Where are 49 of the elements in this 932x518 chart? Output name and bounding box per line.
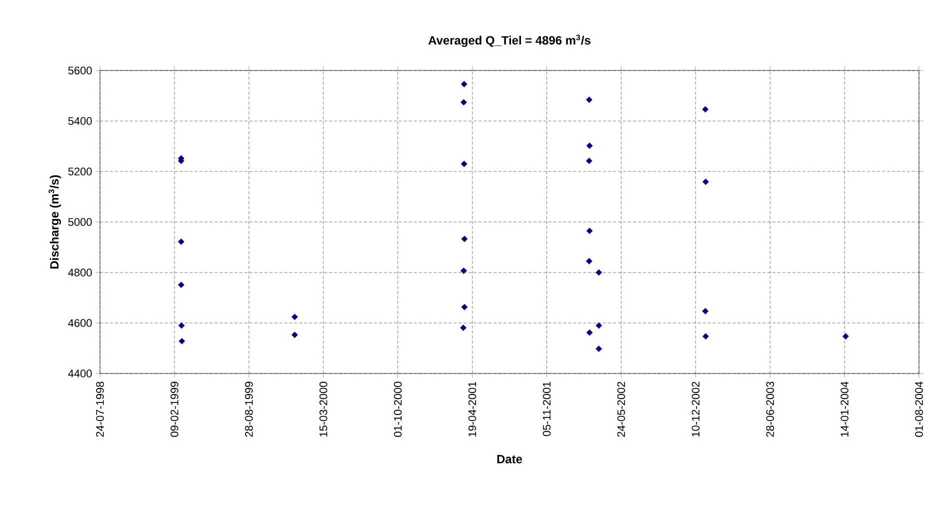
- y-tick-label: 5600: [68, 66, 92, 74]
- point: [291, 332, 298, 338]
- point: [702, 308, 709, 314]
- y-tick-label: 4400: [68, 370, 92, 378]
- point: [291, 314, 298, 320]
- point: [702, 333, 709, 340]
- point: [586, 96, 592, 103]
- x-tick-label: 14-01-2004: [840, 382, 848, 436]
- point: [178, 238, 184, 245]
- point: [586, 228, 593, 234]
- y-tick-label: 5400: [68, 117, 92, 125]
- point: [586, 142, 593, 149]
- point: [702, 106, 709, 113]
- point: [842, 333, 849, 340]
- point: [596, 346, 602, 352]
- y-tick-label: 5000: [68, 218, 92, 226]
- point: [460, 99, 467, 106]
- x-tick-label: 15-03-2000: [320, 382, 328, 436]
- point: [460, 160, 468, 168]
- x-tick-label: 24-05-2002: [617, 382, 626, 437]
- point: [460, 268, 467, 274]
- chart-title: Averaged Q_Tiel = 4896 m$^{3}$/s: [428, 34, 590, 47]
- y-tick-label: 5200: [68, 168, 92, 176]
- point: [178, 282, 184, 288]
- point: [460, 324, 467, 331]
- point: [702, 178, 709, 186]
- point: [461, 236, 468, 242]
- y-axis-title: Discharge (m$^{3}$/s): [48, 175, 62, 269]
- point: [178, 322, 185, 329]
- x-tick-label: 05-11-2001: [542, 382, 551, 436]
- y-tick-label: 4600: [68, 319, 92, 327]
- x-tick-label: 19-04-2001: [468, 382, 476, 436]
- point: [178, 338, 186, 344]
- point: [586, 158, 592, 164]
- x-tick-label: 28-06-2003: [766, 382, 774, 437]
- x-tick-label: 01-08-2004: [915, 382, 923, 437]
- y-tick-label: 4800: [68, 268, 92, 276]
- x-tick-label: 28-08-1999: [245, 382, 253, 437]
- x-tick-label: 24-07-1998: [96, 382, 104, 437]
- point: [586, 329, 593, 336]
- point: [596, 269, 602, 276]
- x-tick-label: 01-10-2000: [394, 382, 402, 437]
- x-tick-label: 10-12-2002: [692, 382, 700, 436]
- point: [586, 258, 592, 264]
- point: [461, 304, 468, 310]
- x-tick-label: 09-02-1999: [170, 382, 178, 437]
- point: [460, 80, 468, 88]
- point: [596, 322, 602, 329]
- x-axis-title: Date: [497, 455, 522, 464]
